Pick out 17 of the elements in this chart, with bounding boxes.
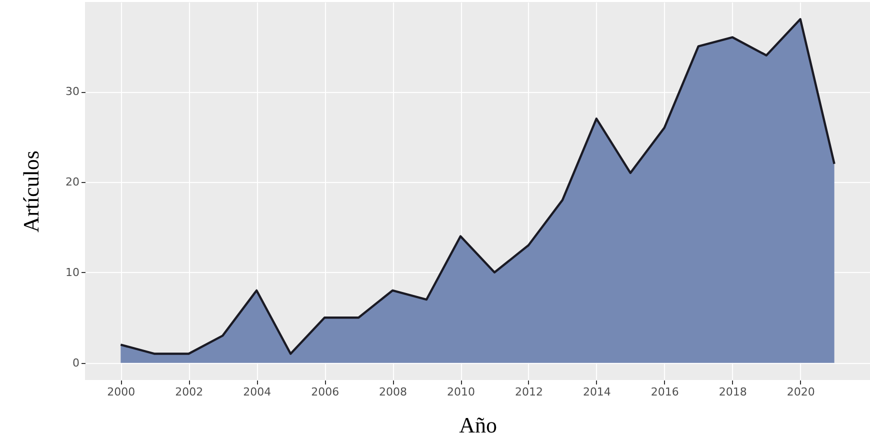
x-axis-title: Año <box>459 412 497 438</box>
y-axis-title: Artículos <box>18 150 44 232</box>
y-tick-label: 20 <box>66 175 80 188</box>
x-tick-label: 2014 <box>582 386 611 398</box>
x-tick-label: 2016 <box>650 386 679 398</box>
x-tick-label: 2018 <box>718 386 747 398</box>
y-tick-label: 30 <box>66 85 80 98</box>
x-tick-label: 2020 <box>786 386 815 398</box>
y-tick-label: 10 <box>66 266 80 279</box>
y-tick-label: 0 <box>72 356 80 370</box>
x-tick-label: 2006 <box>311 386 340 398</box>
x-tick-label: 2004 <box>243 386 272 398</box>
x-tick-label: 2010 <box>447 386 476 398</box>
x-tick-label: 2002 <box>175 386 204 398</box>
x-tick-label: 2008 <box>379 386 408 398</box>
x-tick-label: 2012 <box>514 386 543 398</box>
x-tick-label: 2000 <box>107 386 136 398</box>
